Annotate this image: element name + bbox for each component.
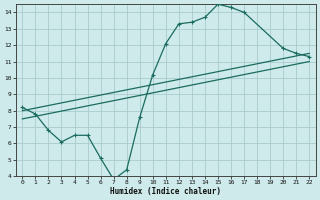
- X-axis label: Humidex (Indice chaleur): Humidex (Indice chaleur): [110, 187, 221, 196]
